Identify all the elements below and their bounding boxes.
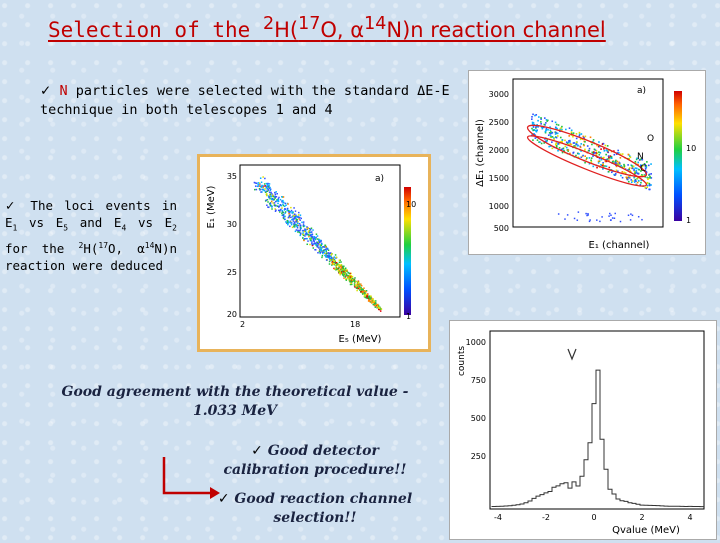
ytick: 500: [471, 414, 486, 423]
label-n: N: [637, 152, 644, 162]
conclusion-selection: ✓ Good reaction channel selection!!: [217, 491, 413, 526]
zbar-hi: 10: [686, 144, 696, 153]
xtick: 18: [350, 320, 360, 329]
checkmark-icon: ✓: [251, 443, 263, 459]
bullet-loci-events: ✓ The loci events in E1 vs E5 and E4 vs …: [5, 198, 177, 273]
ytick: 2500: [489, 118, 509, 127]
plot-qvalue-histogram: 1000 750 500 250 -4 -2 0 2 4 Qvalue (MeV…: [449, 320, 717, 540]
zbar-lo: 1: [406, 312, 411, 321]
ytick: 30: [227, 220, 237, 229]
ytick: 20: [227, 310, 237, 319]
label-o: O: [647, 134, 654, 144]
ytick: 1000: [466, 338, 486, 347]
y-axis-label: ΔE₁ (channel): [475, 119, 486, 187]
xtick: 2: [639, 513, 644, 522]
plot-delta-e-vs-e: a) O N C 10 1 3000 2500 2000 1500 1000 5…: [468, 70, 706, 255]
checkmark-icon: ✓: [40, 83, 52, 99]
conclusion-calibration: ✓ Good detector calibration procedure!!: [223, 443, 407, 478]
checkmark-icon: ✓: [5, 198, 20, 213]
bullet-selection-technique: ✓ N particles were selected with the sta…: [40, 83, 450, 118]
x-axis-label: E₁ (channel): [589, 240, 650, 251]
ytick: 1000: [489, 202, 509, 211]
plot-e1-vs-e5: a) 10 1 35 30 25 20 2 18 E₅ (MeV) E₁ (Me…: [197, 154, 431, 352]
ytick: 250: [471, 452, 486, 461]
ytick: 1500: [489, 174, 509, 183]
x-axis-label: E₅ (MeV): [339, 334, 382, 345]
ytick: 750: [471, 376, 486, 385]
xtick: 2: [240, 320, 245, 329]
arrow-icon: [162, 457, 220, 499]
agreement-text: Good agreement with the theoretical valu…: [61, 384, 409, 419]
xtick: 0: [591, 513, 596, 522]
label-c: C: [640, 164, 646, 174]
slide-title: Selection of the 2H(17O, α14N)n reaction…: [48, 14, 606, 42]
y-axis-label: counts: [457, 346, 467, 376]
y-axis-label: E₁ (MeV): [206, 185, 217, 228]
xtick: -4: [494, 513, 502, 522]
panel-label: a): [637, 86, 646, 96]
zbar-lo: 1: [686, 216, 691, 225]
ytick: 500: [494, 224, 509, 233]
panel-label: a): [375, 174, 384, 184]
x-axis-label: Qvalue (MeV): [612, 525, 680, 536]
ytick: 2000: [489, 146, 509, 155]
checkmark-icon: ✓: [217, 491, 230, 507]
ytick: 25: [227, 268, 237, 277]
xtick: 4: [687, 513, 692, 522]
zbar-hi: 10: [406, 200, 416, 209]
xtick: -2: [542, 513, 550, 522]
ytick: 3000: [489, 90, 509, 99]
ytick: 35: [227, 172, 237, 181]
highlight-n: N: [59, 83, 68, 99]
